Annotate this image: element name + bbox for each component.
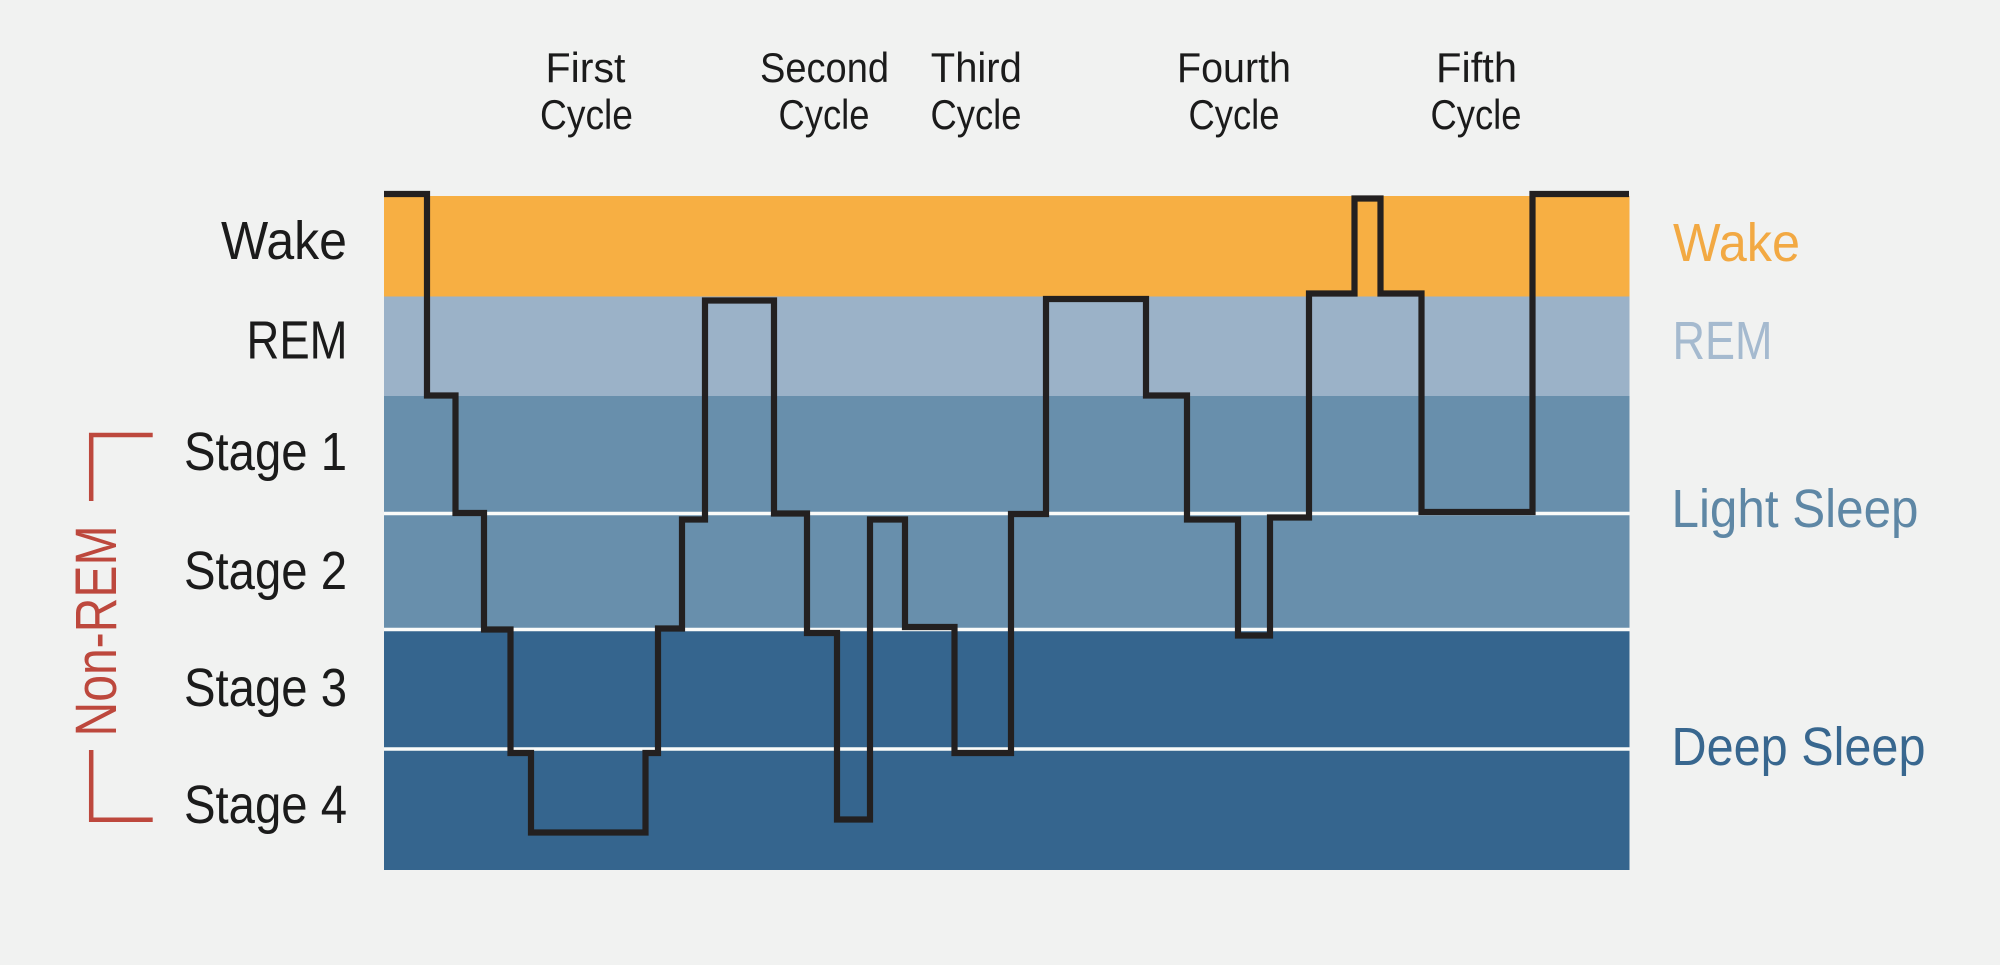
svg-text:Wake: Wake [1673, 213, 1800, 273]
svg-text:REM: REM [1673, 311, 1773, 371]
svg-text:Second: Second [760, 44, 889, 91]
svg-text:Cycle: Cycle [1431, 91, 1522, 138]
svg-text:Stage 3: Stage 3 [184, 658, 347, 718]
svg-text:Stage 1: Stage 1 [184, 422, 347, 482]
svg-text:Fourth: Fourth [1177, 44, 1291, 91]
svg-text:First: First [546, 44, 626, 91]
svg-text:Wake: Wake [221, 211, 347, 271]
svg-text:Cycle: Cycle [779, 91, 870, 138]
svg-text:Cycle: Cycle [540, 91, 633, 138]
svg-text:Third: Third [931, 44, 1022, 91]
svg-text:Deep Sleep: Deep Sleep [1672, 717, 1926, 777]
svg-text:Stage 4: Stage 4 [184, 775, 347, 835]
svg-text:Cycle: Cycle [1189, 91, 1280, 138]
svg-text:Fifth: Fifth [1436, 44, 1517, 91]
svg-text:Cycle: Cycle [931, 91, 1022, 138]
svg-text:Light Sleep: Light Sleep [1672, 479, 1919, 539]
svg-text:REM: REM [247, 311, 348, 371]
svg-text:Non-REM: Non-REM [64, 526, 129, 737]
svg-text:Stage 2: Stage 2 [184, 541, 347, 601]
